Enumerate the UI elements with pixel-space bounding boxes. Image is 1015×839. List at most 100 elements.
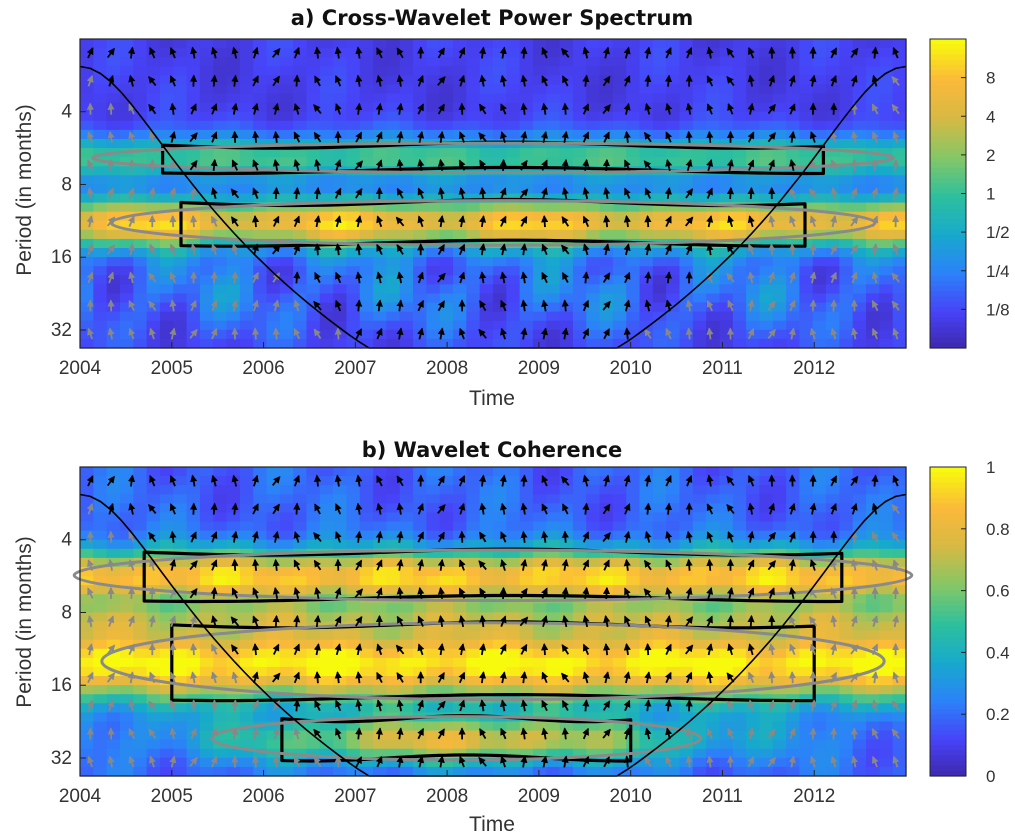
heatmap-cell [719,485,734,495]
heatmap-cell [453,148,467,158]
heatmap-cell [852,576,867,586]
heatmap-cell [532,657,547,668]
heatmap-cell [652,557,667,568]
heatmap-cell [479,320,494,331]
heatmap-cell [839,666,854,677]
heatmap-cell [293,712,308,723]
heatmap-cell [532,220,547,231]
heatmap-cell [732,603,747,614]
heatmap-cell [213,93,228,104]
heatmap-cell [759,603,774,614]
heatmap-cell [799,184,814,195]
heatmap-cell [586,84,601,95]
heatmap-cell [293,703,308,713]
heatmap-cell [479,275,494,285]
heatmap-cell [652,184,667,195]
heatmap-cell [826,57,840,67]
heatmap-cell [439,248,454,258]
heatmap-cell [812,193,827,204]
heatmap-cell [506,766,521,777]
heatmap-cell [719,220,734,231]
phase-arrow [417,327,425,340]
phase-arrow [376,215,384,228]
heatmap-cell [279,603,294,614]
heatmap-cell [293,184,308,195]
heatmap-cell [213,476,228,486]
heatmap-cell [652,676,667,686]
heatmap-cell [346,494,361,504]
heatmap-cell [213,503,228,514]
heatmap-cell [732,639,747,650]
phase-arrow [809,327,817,340]
heatmap-cell [612,494,627,504]
phase-arrow [396,299,404,312]
heatmap-cell [293,211,308,222]
heatmap-cell [586,211,601,222]
heatmap-cell [413,293,427,304]
heatmap-cell [146,57,161,67]
heatmap-cell [493,157,507,167]
heatmap-cell [879,494,894,504]
heatmap-cell [612,66,627,76]
heatmap-cell [346,657,361,668]
heatmap-cell [852,75,867,86]
heatmap-cell [373,539,388,550]
heatmap-cell [106,248,121,258]
phase-arrow [376,243,383,256]
heatmap-cell [652,266,667,276]
heatmap-cell [786,138,801,149]
heatmap-cell [359,111,374,122]
heatmap-cell [506,748,521,759]
heatmap-cell [386,757,401,768]
heatmap-cell [213,338,228,349]
heatmap-cell [706,476,721,486]
heatmap-cell [399,75,414,86]
heatmap-cell [426,202,441,213]
heatmap-cell [532,476,547,486]
phase-arrow [210,103,218,115]
phase-arrow [272,272,281,283]
heatmap-cell [892,66,907,76]
heatmap-cell [612,557,627,568]
heatmap-cell [266,494,281,504]
heatmap-cell [226,57,241,67]
heatmap-cell [306,494,321,504]
phase-arrow [602,158,611,171]
heatmap-cell [612,338,627,349]
heatmap-cell [293,630,308,641]
heatmap-cell [652,639,667,650]
heatmap-cell [799,284,814,295]
phase-arrow [706,327,714,340]
phase-arrow [417,74,424,87]
heatmap-cell [612,521,627,532]
phase-arrow [417,271,424,284]
heatmap-cell [173,338,188,349]
heatmap-cell [719,476,734,486]
heatmap-cell [892,229,907,240]
heatmap-cell [226,284,241,295]
heatmap-cell [506,111,521,122]
heatmap-cell [319,148,334,158]
heatmap-cell [346,48,361,58]
heatmap-cell [599,494,614,504]
phase-arrow [251,727,259,740]
phase-arrow [231,699,239,712]
phase-arrow [293,614,301,628]
colorbar-segment [930,193,966,200]
phase-arrow [293,559,301,571]
heatmap-cell [866,238,880,249]
heatmap-cell [466,184,481,195]
heatmap-cell [359,467,374,477]
heatmap-cell [413,512,427,523]
heatmap-cell [386,293,401,304]
heatmap-cell [572,566,587,577]
heatmap-cell [453,329,467,340]
heatmap-cell [239,757,254,768]
heatmap-cell [186,39,201,49]
heatmap-cell [413,685,427,695]
heatmap-cell [239,311,254,322]
heatmap-cell [186,657,201,668]
heatmap-cell [479,266,494,276]
heatmap-cell [612,603,627,614]
heatmap-cell [213,485,228,495]
